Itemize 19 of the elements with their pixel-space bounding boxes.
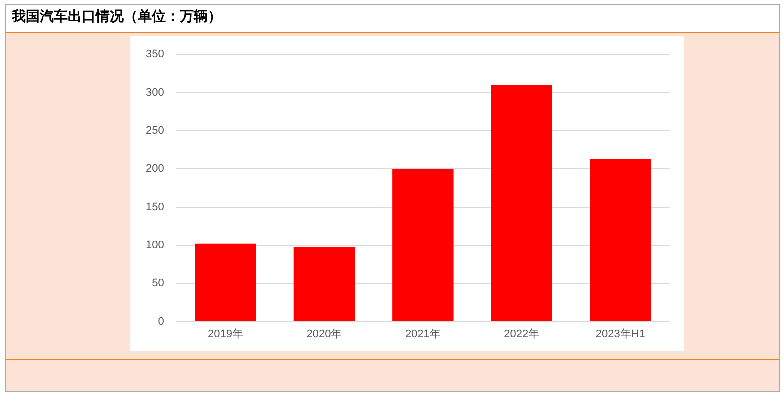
- bar: [392, 169, 454, 322]
- y-tick-label: 150: [146, 201, 164, 214]
- x-tick-label: 2020年: [306, 328, 342, 340]
- y-tick-label: 250: [146, 124, 164, 137]
- y-tick-label: 200: [146, 163, 164, 176]
- y-tick-label: 100: [146, 239, 164, 252]
- bar: [491, 85, 553, 322]
- x-tick-label: 2021年: [405, 328, 441, 340]
- x-tick-label: 2019年: [208, 328, 244, 340]
- x-tick-label: 2022年: [504, 328, 540, 340]
- y-tick-label: 300: [146, 86, 164, 99]
- y-tick-label: 50: [152, 278, 164, 290]
- bar: [195, 244, 256, 322]
- y-tick-label: 350: [146, 48, 164, 61]
- x-tick-label: 2023年H1: [596, 328, 646, 340]
- y-tick-label: 0: [158, 316, 164, 328]
- bar: [590, 159, 652, 322]
- chart-title: 我国汽车出口情况（单位：万辆）: [6, 5, 779, 33]
- bar: [294, 246, 356, 322]
